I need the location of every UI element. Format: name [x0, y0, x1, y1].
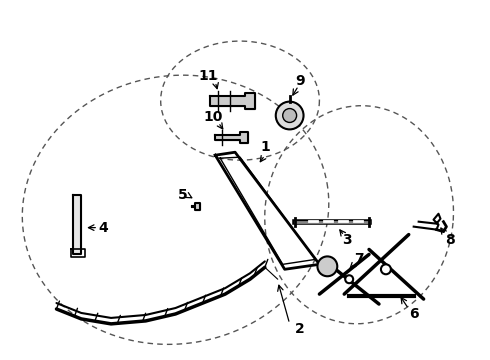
Circle shape [381, 264, 391, 274]
Text: 3: 3 [343, 233, 352, 247]
Text: 10: 10 [203, 111, 223, 125]
Text: 7: 7 [354, 252, 364, 266]
Text: 9: 9 [295, 74, 304, 88]
Text: 8: 8 [445, 233, 455, 247]
Circle shape [276, 102, 303, 129]
Circle shape [345, 275, 353, 283]
Text: 2: 2 [294, 322, 304, 336]
Polygon shape [210, 93, 255, 109]
Text: 5: 5 [177, 188, 187, 202]
Polygon shape [74, 195, 81, 255]
Text: 1: 1 [260, 140, 270, 154]
Polygon shape [215, 132, 248, 143]
Text: 6: 6 [409, 307, 418, 321]
Circle shape [318, 256, 337, 276]
Circle shape [283, 109, 296, 122]
Text: 4: 4 [98, 221, 108, 235]
Polygon shape [193, 203, 200, 210]
Text: 11: 11 [198, 69, 218, 83]
